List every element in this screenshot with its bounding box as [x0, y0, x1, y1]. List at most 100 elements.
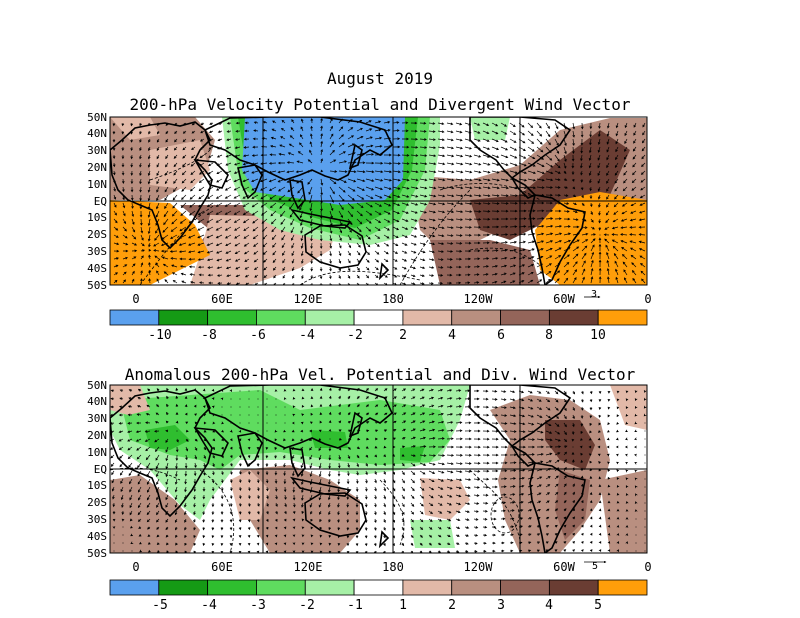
wind-vector	[301, 510, 305, 515]
wind-vector	[410, 121, 418, 125]
wind-vector	[527, 533, 532, 536]
wind-vector	[256, 478, 260, 484]
wind-vector	[287, 186, 295, 193]
wind-vector	[536, 263, 544, 268]
wind-vector	[197, 258, 205, 261]
wind-vector	[428, 462, 436, 466]
wind-vector	[455, 494, 462, 498]
wind-vector	[501, 453, 508, 457]
wind-vector	[572, 138, 575, 147]
wind-vector	[509, 280, 516, 284]
wind-vector	[184, 518, 187, 523]
wind-vector	[607, 492, 611, 496]
wind-vector	[624, 138, 628, 145]
wind-vector	[572, 540, 576, 544]
wind-vector	[238, 438, 242, 442]
wind-vector	[202, 526, 206, 531]
wind-vector	[254, 266, 259, 271]
wind-vector	[473, 526, 479, 529]
wind-vector	[509, 430, 517, 433]
wind-vector	[190, 170, 196, 175]
wind-vector	[437, 218, 445, 222]
wind-vector	[536, 500, 542, 504]
wind-vector	[338, 126, 344, 132]
wind-vector	[181, 186, 187, 192]
wind-vector	[464, 170, 473, 174]
wind-vector	[428, 218, 436, 222]
wind-vector	[606, 251, 610, 260]
wind-vector	[221, 421, 224, 425]
wind-vector	[122, 271, 127, 276]
wind-vector	[122, 218, 127, 225]
wind-vector	[545, 209, 554, 213]
wind-vector	[147, 226, 151, 235]
wind-vector	[554, 162, 561, 169]
wind-vector	[527, 232, 536, 236]
wind-vector	[243, 250, 250, 255]
wind-vector	[121, 510, 125, 516]
wind-vector	[536, 122, 542, 129]
wind-vector	[607, 398, 611, 402]
wind-vector	[215, 202, 223, 207]
wind-vector	[251, 202, 259, 208]
wind-vector	[428, 210, 436, 214]
wind-vector	[189, 273, 196, 276]
wind-vector	[598, 267, 602, 276]
wind-vector	[328, 395, 332, 400]
wind-vector	[464, 146, 473, 150]
wind-vector	[110, 422, 115, 425]
wind-vector	[482, 170, 491, 174]
wind-vector	[347, 170, 357, 174]
wind-vector	[301, 550, 305, 553]
wind-vector	[235, 266, 241, 270]
wind-vector	[428, 170, 437, 174]
wind-vector	[129, 494, 133, 501]
wind-vector	[384, 153, 392, 157]
wind-vector	[319, 250, 323, 257]
wind-vector	[615, 437, 619, 441]
wind-vector	[446, 242, 454, 245]
wind-vector	[175, 526, 178, 531]
wind-vector	[259, 170, 268, 174]
wind-vector	[224, 202, 232, 207]
wind-vector	[580, 146, 584, 154]
wind-vector	[291, 119, 295, 124]
wind-vector	[211, 542, 215, 547]
wind-vector	[410, 162, 419, 166]
wind-vector	[616, 500, 620, 504]
wind-vector	[563, 451, 567, 456]
wind-vector	[545, 130, 551, 138]
wind-vector	[283, 446, 286, 451]
wind-vector	[455, 510, 461, 514]
wind-vector	[156, 534, 160, 538]
wind-vector	[536, 217, 545, 220]
wind-vector	[554, 255, 562, 260]
wind-vector	[234, 242, 241, 247]
wind-vector	[527, 248, 535, 252]
wind-vector	[319, 258, 323, 265]
wind-vector	[329, 159, 337, 164]
wind-vector	[500, 501, 507, 505]
wind-vector	[581, 549, 584, 552]
wind-vector	[482, 154, 491, 158]
wind-vector	[590, 251, 595, 260]
wind-vector	[257, 494, 260, 500]
wind-vector	[437, 470, 445, 474]
wind-vector	[118, 438, 124, 442]
wind-vector	[563, 146, 567, 155]
wind-vector	[229, 518, 233, 523]
wind-vector	[263, 258, 268, 263]
colorbar-label: 4	[545, 598, 553, 613]
wind-vector	[419, 266, 426, 270]
wind-vector	[630, 210, 637, 214]
wind-vector	[554, 278, 560, 284]
wind-vector	[410, 146, 419, 149]
wind-vector	[581, 239, 589, 244]
wind-vector	[253, 129, 259, 132]
wind-vector	[509, 453, 517, 457]
wind-vector	[242, 162, 250, 166]
wind-vector	[113, 178, 116, 184]
wind-vector	[419, 210, 428, 214]
wind-vector	[401, 420, 407, 424]
wind-vector	[229, 389, 233, 393]
